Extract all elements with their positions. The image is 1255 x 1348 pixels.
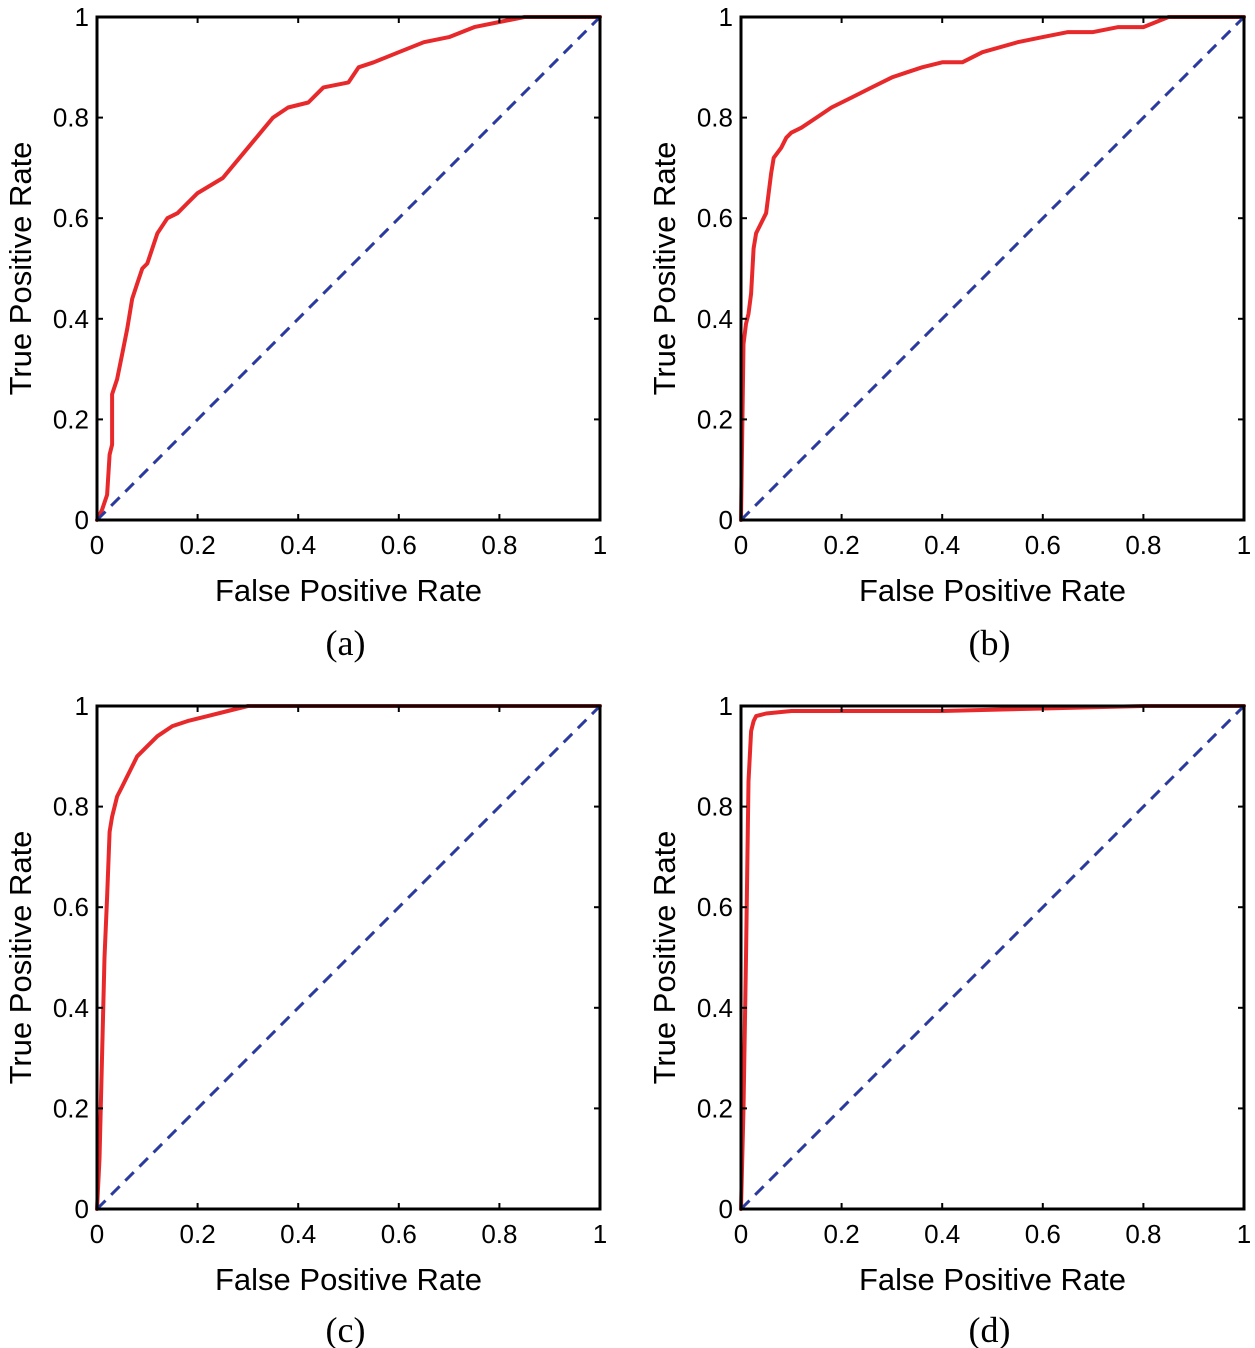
plot-frame-c — [95, 704, 602, 1211]
x-tick-label-c: 0.4 — [280, 1219, 316, 1249]
x-tick-label-b: 0.8 — [1125, 530, 1161, 560]
x-axis-label-a: False Positive Rate — [215, 573, 482, 608]
x-axis-label-b: False Positive Rate — [859, 573, 1126, 608]
roc-curve-b — [739, 15, 1246, 522]
y-tick-label-a: 1 — [75, 2, 89, 32]
roc-panel-c: 0 0.2 0.4 0.6 0.8 1 0 0.2 0.4 0.6 0.8 1 False Positi… — [3, 691, 607, 1348]
x-tick-label-a: 1 — [593, 530, 607, 560]
y-tick-label-b: 1 — [719, 2, 733, 32]
roc-curve-a — [95, 15, 602, 522]
y-tick-label-c: 0.6 — [53, 892, 89, 922]
x-axis-label-d: False Positive Rate — [859, 1262, 1126, 1297]
x-tick-label-b: 0 — [734, 530, 748, 560]
panel-caption-a: (a) — [326, 623, 366, 663]
x-tick-label-c: 0.2 — [180, 1219, 216, 1249]
panel-caption-c: (c) — [326, 1310, 366, 1348]
y-tick-label-a: 0.6 — [53, 203, 89, 233]
roc-curve-d — [739, 704, 1246, 1211]
y-tick-label-d: 0 — [719, 1194, 733, 1224]
y-axis-label-a: True Positive Rate — [3, 142, 38, 396]
y-tick-label-b: 0.6 — [697, 203, 733, 233]
x-tick-label-d: 1 — [1237, 1219, 1251, 1249]
y-tick-label-b: 0.4 — [697, 304, 733, 334]
x-tick-label-c: 1 — [593, 1219, 607, 1249]
y-axis-label-b: True Positive Rate — [647, 142, 682, 396]
y-tick-label-d: 1 — [719, 691, 733, 721]
roc-curve-c — [95, 704, 602, 1211]
roc-panel-a: 0 0.2 0.4 0.6 0.8 1 0 0.2 0.4 0.6 0.8 1 False Positi… — [3, 2, 607, 663]
x-tick-label-d: 0 — [734, 1219, 748, 1249]
y-tick-label-a: 0 — [75, 505, 89, 535]
y-tick-label-d: 0.8 — [697, 792, 733, 822]
y-tick-label-d: 0.6 — [697, 892, 733, 922]
y-tick-label-a: 0.8 — [53, 103, 89, 133]
y-tick-label-a: 0.2 — [53, 404, 89, 434]
y-axis-label-d: True Positive Rate — [647, 831, 682, 1085]
y-tick-label-d: 0.2 — [697, 1093, 733, 1123]
x-tick-label-b: 0.4 — [924, 530, 960, 560]
y-tick-label-c: 0.2 — [53, 1093, 89, 1123]
x-tick-label-d: 0.6 — [1025, 1219, 1061, 1249]
roc-panel-d: 0 0.2 0.4 0.6 0.8 1 0 0.2 0.4 0.6 0.8 1 False Positi… — [647, 691, 1251, 1348]
x-tick-label-c: 0.8 — [481, 1219, 517, 1249]
x-tick-label-c: 0.6 — [381, 1219, 417, 1249]
x-tick-label-a: 0 — [90, 530, 104, 560]
x-tick-label-d: 0.2 — [824, 1219, 860, 1249]
x-tick-label-a: 0.6 — [381, 530, 417, 560]
panel-caption-b: (b) — [969, 623, 1011, 663]
x-tick-label-c: 0 — [90, 1219, 104, 1249]
y-tick-label-c: 0.4 — [53, 993, 89, 1023]
diagonal-reference-line-a — [95, 15, 602, 522]
x-tick-label-a: 0.4 — [280, 530, 316, 560]
y-tick-label-b: 0.2 — [697, 404, 733, 434]
y-axis-label-c: True Positive Rate — [3, 831, 38, 1085]
panel-caption-d: (d) — [969, 1310, 1011, 1348]
plot-frame-a — [95, 15, 602, 522]
y-tick-label-d: 0.4 — [697, 993, 733, 1023]
plot-frame-d — [739, 704, 1246, 1211]
y-tick-label-c: 0.8 — [53, 792, 89, 822]
x-tick-label-d: 0.8 — [1125, 1219, 1161, 1249]
diagonal-reference-line-b — [739, 15, 1246, 522]
roc-panel-b: 0 0.2 0.4 0.6 0.8 1 0 0.2 0.4 0.6 0.8 1 False Positi… — [647, 2, 1251, 663]
x-tick-label-d: 0.4 — [924, 1219, 960, 1249]
x-tick-label-a: 0.8 — [481, 530, 517, 560]
x-axis-label-c: False Positive Rate — [215, 1262, 482, 1297]
y-tick-label-b: 0 — [719, 505, 733, 535]
y-tick-label-c: 1 — [75, 691, 89, 721]
y-tick-label-a: 0.4 — [53, 304, 89, 334]
diagonal-reference-line-c — [95, 704, 602, 1211]
diagonal-reference-line-d — [739, 704, 1246, 1211]
x-tick-label-b: 1 — [1237, 530, 1251, 560]
y-tick-label-b: 0.8 — [697, 103, 733, 133]
plot-frame-b — [739, 15, 1246, 522]
x-tick-label-b: 0.6 — [1025, 530, 1061, 560]
x-tick-label-a: 0.2 — [180, 530, 216, 560]
x-tick-label-b: 0.2 — [824, 530, 860, 560]
y-tick-label-c: 0 — [75, 1194, 89, 1224]
